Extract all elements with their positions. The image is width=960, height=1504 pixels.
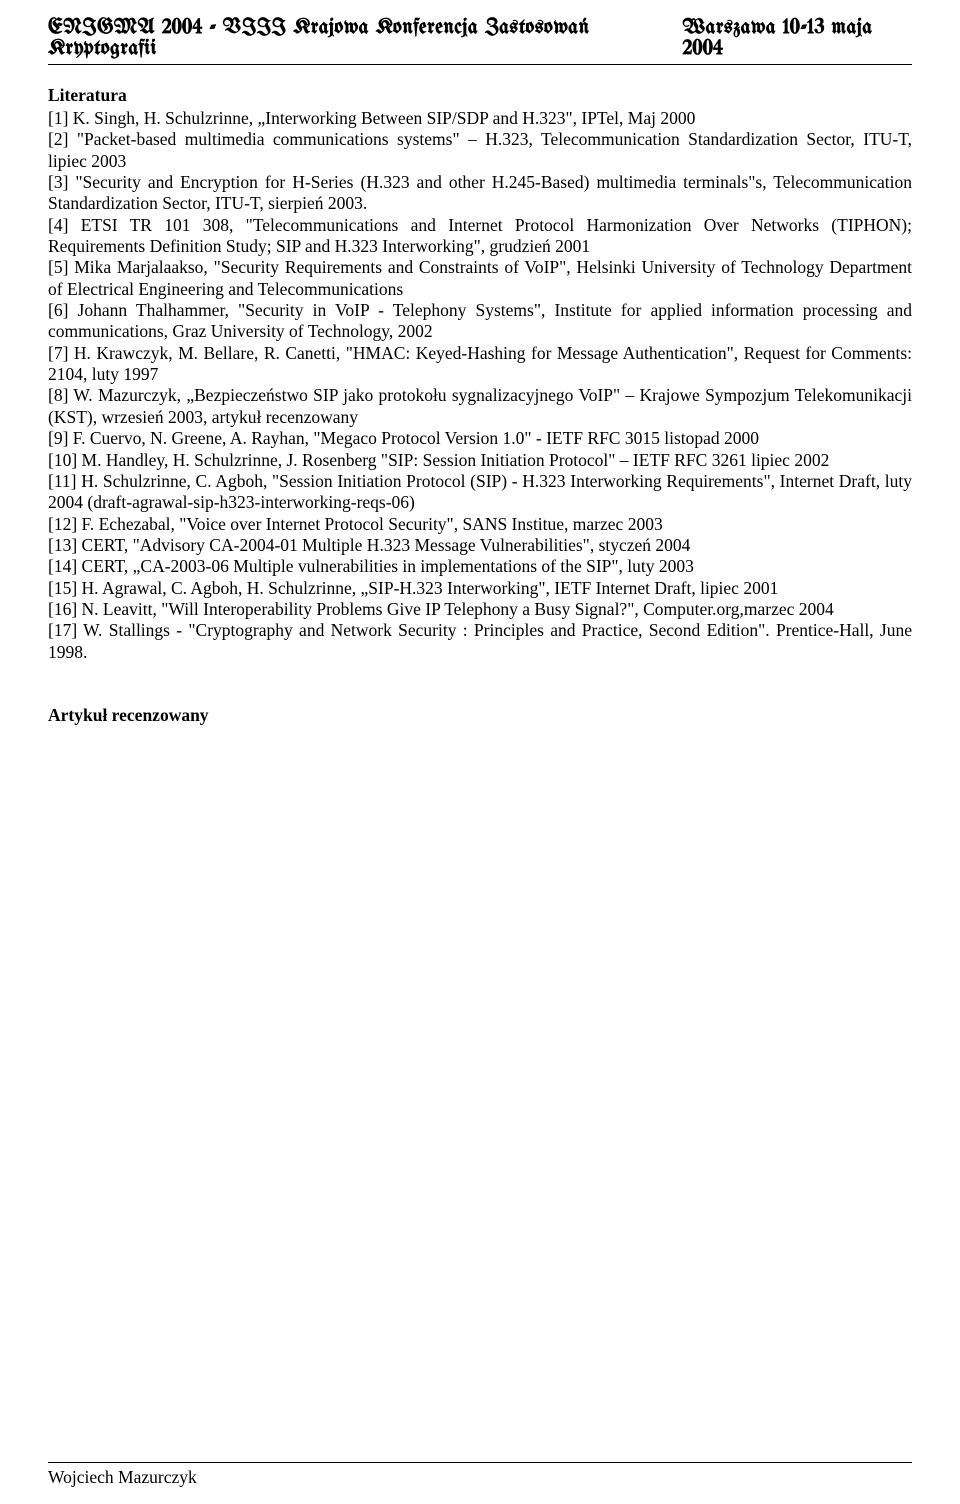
reference-item: [5] Mika Marjalaakso, "Security Requirem… (48, 257, 912, 300)
reference-item: [14] CERT, „CA-2003-06 Multiple vulnerab… (48, 556, 912, 577)
reference-item: [17] W. Stallings - "Cryptography and Ne… (48, 620, 912, 663)
reviewed-label: Artykuł recenzowany (48, 705, 912, 726)
references-block: [1] K. Singh, H. Schulzrinne, „Interwork… (48, 108, 912, 663)
reference-item: [9] F. Cuervo, N. Greene, A. Rayhan, "Me… (48, 428, 912, 449)
reference-item: [4] ETSI TR 101 308, "Telecommunications… (48, 215, 912, 258)
reference-item: [7] H. Krawczyk, M. Bellare, R. Canetti,… (48, 343, 912, 386)
reference-item: [6] Johann Thalhammer, "Security in VoIP… (48, 300, 912, 343)
reference-item: [10] M. Handley, H. Schulzrinne, J. Rose… (48, 450, 912, 471)
reference-item: [2] "Packet-based multimedia communicati… (48, 129, 912, 172)
header-rule (48, 64, 912, 65)
reference-item: [11] H. Schulzrinne, C. Agboh, "Session … (48, 471, 912, 514)
footer-author: Wojciech Mazurczyk (48, 1467, 912, 1488)
section-title: Literatura (48, 85, 912, 106)
footer-rule (48, 1462, 912, 1463)
header-right: Warszawa 10-13 maja 2004 (683, 18, 912, 60)
reference-item: [13] CERT, "Advisory CA-2004-01 Multiple… (48, 535, 912, 556)
reference-item: [8] W. Mazurczyk, „Bezpieczeństwo SIP ja… (48, 385, 912, 428)
reference-item: [15] H. Agrawal, C. Agboh, H. Schulzrinn… (48, 578, 912, 599)
reference-item: [1] K. Singh, H. Schulzrinne, „Interwork… (48, 108, 912, 129)
header-left: ENIGMA 2004 - VIII Krajowa Konferencja Z… (48, 18, 683, 60)
reference-item: [16] N. Leavitt, "Will Interoperability … (48, 599, 912, 620)
page-header: ENIGMA 2004 - VIII Krajowa Konferencja Z… (48, 18, 912, 60)
page-footer: Wojciech Mazurczyk (48, 1462, 912, 1488)
reference-item: [12] F. Echezabal, "Voice over Internet … (48, 514, 912, 535)
reference-item: [3] "Security and Encryption for H-Serie… (48, 172, 912, 215)
